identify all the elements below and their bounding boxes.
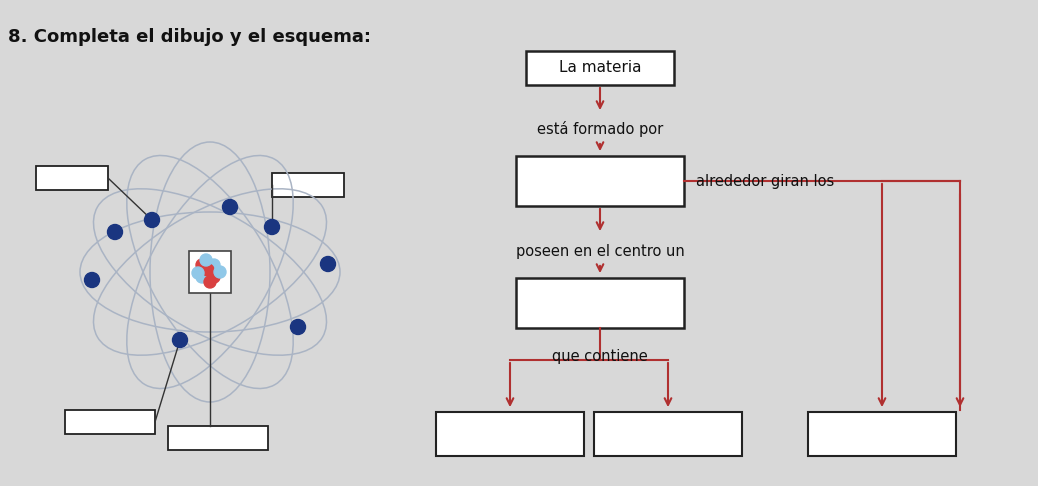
Bar — [808, 412, 956, 456]
Circle shape — [321, 257, 335, 272]
Circle shape — [202, 264, 214, 276]
Circle shape — [208, 271, 220, 283]
Text: 8. Completa el dibujo y el esquema:: 8. Completa el dibujo y el esquema: — [8, 28, 371, 46]
Text: poseen en el centro un: poseen en el centro un — [516, 243, 684, 259]
Bar — [168, 426, 268, 450]
Bar — [594, 412, 742, 456]
Text: está formado por: está formado por — [537, 121, 663, 137]
Bar — [36, 166, 108, 190]
Text: La materia: La materia — [558, 60, 641, 75]
Circle shape — [172, 332, 188, 347]
Circle shape — [214, 266, 226, 278]
Bar — [516, 278, 684, 328]
Bar — [436, 412, 584, 456]
Bar — [189, 251, 231, 293]
Circle shape — [108, 225, 122, 240]
Text: que contiene: que contiene — [552, 348, 648, 364]
Circle shape — [192, 267, 204, 279]
Bar — [272, 173, 344, 197]
Bar — [65, 410, 155, 434]
Bar — [516, 156, 684, 206]
Circle shape — [291, 319, 305, 334]
Circle shape — [196, 259, 208, 271]
Text: alrededor giran los: alrededor giran los — [696, 174, 835, 189]
Circle shape — [200, 254, 212, 266]
Circle shape — [196, 271, 208, 283]
Circle shape — [84, 273, 100, 288]
Circle shape — [204, 276, 216, 288]
Circle shape — [265, 220, 279, 235]
Bar — [526, 51, 674, 85]
Circle shape — [222, 199, 238, 214]
Circle shape — [208, 259, 220, 271]
Circle shape — [144, 212, 160, 227]
